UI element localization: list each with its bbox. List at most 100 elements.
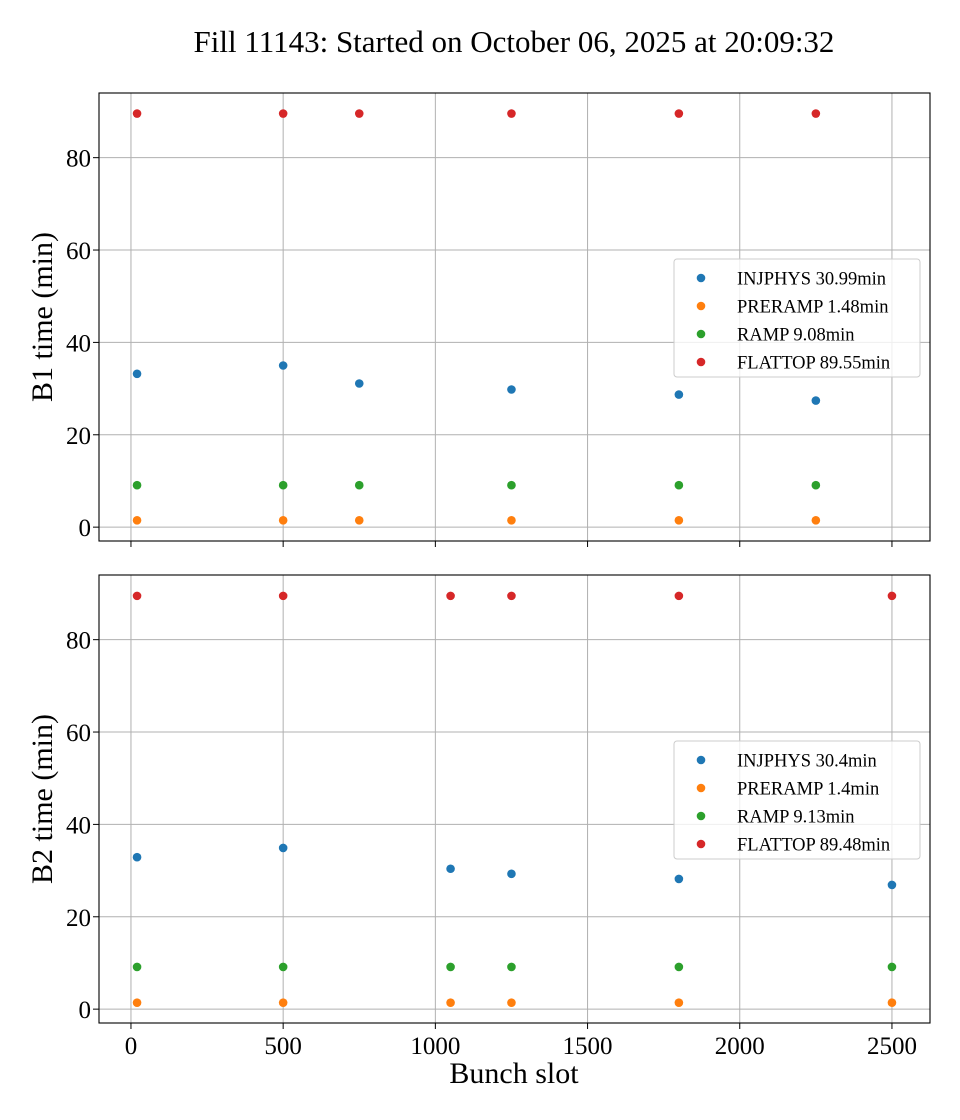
y-axis-label: B1 time (min) — [26, 232, 59, 402]
x-tick-label: 0 — [125, 1033, 138, 1060]
y-tick-label: 80 — [66, 628, 91, 655]
point-injphys — [132, 369, 142, 379]
point-preramp — [354, 516, 364, 525]
point-preramp — [507, 516, 516, 525]
point-ramp — [132, 480, 142, 490]
legend-label: FLATTOP 89.48min — [737, 836, 890, 856]
x-tick-label: 1000 — [410, 1033, 460, 1060]
legend-marker-preramp — [696, 783, 706, 793]
legend-box — [673, 740, 921, 860]
point-flattop — [278, 591, 288, 601]
x-tick-label: 2000 — [715, 1033, 765, 1060]
point-preramp — [674, 516, 684, 525]
y-tick-label: 20 — [66, 423, 91, 450]
point-preramp — [446, 998, 455, 1007]
panel-b2: 0 500 1000 1500 2000 2500 0 20 40 60 80 B2 time (mi… — [26, 574, 931, 1060]
x-axis-label: Bunch slot — [449, 1057, 579, 1090]
y-tick-label: 60 — [66, 720, 91, 747]
legend-marker-preramp — [696, 301, 706, 311]
point-ramp — [887, 962, 897, 972]
series-ramp — [132, 962, 897, 972]
series-flattop — [132, 591, 897, 601]
series-injphys — [132, 843, 897, 890]
point-ramp — [674, 480, 684, 490]
point-preramp — [278, 516, 288, 525]
legend-label: PRERAMP 1.48min — [737, 298, 888, 318]
legend-label: RAMP 9.08min — [737, 326, 855, 346]
point-injphys — [887, 880, 897, 890]
point-injphys — [278, 361, 288, 370]
point-flattop — [507, 109, 516, 118]
legend-label: INJPHYS 30.4min — [737, 752, 877, 772]
legend-marker-ramp — [696, 329, 706, 339]
point-flattop — [278, 109, 288, 118]
legend-box — [673, 258, 921, 378]
point-flattop — [446, 591, 455, 601]
panels: 0 20 40 60 80 B1 time (min) INJPHYS 30.99min PR… — [26, 92, 931, 1060]
point-preramp — [811, 516, 821, 525]
y-tick-label: 40 — [66, 812, 91, 839]
point-flattop — [132, 591, 142, 601]
legend-marker-flattop — [696, 839, 706, 849]
y-axis-label: B2 time (min) — [26, 714, 59, 884]
point-injphys — [132, 852, 142, 862]
point-preramp — [507, 998, 516, 1007]
y-tick-label: 20 — [66, 905, 91, 932]
y-tick-label: 0 — [79, 515, 92, 542]
point-ramp — [354, 480, 364, 490]
series-preramp — [132, 516, 821, 525]
point-injphys — [674, 390, 684, 399]
legend-marker-flattop — [696, 357, 706, 367]
point-injphys — [507, 385, 516, 394]
point-flattop — [132, 109, 142, 118]
legend-label: INJPHYS 30.99min — [737, 270, 886, 290]
legend-marker-injphys — [696, 273, 706, 283]
y-tick-label: 80 — [66, 146, 91, 173]
legend-label: PRERAMP 1.4min — [737, 780, 879, 800]
point-ramp — [446, 962, 455, 972]
plot-frame — [98, 574, 931, 1024]
point-preramp — [674, 998, 684, 1007]
legend-label: RAMP 9.13min — [737, 808, 855, 828]
point-injphys — [674, 874, 684, 884]
point-ramp — [674, 962, 684, 972]
point-preramp — [887, 998, 897, 1007]
point-ramp — [278, 480, 288, 490]
legend-label: FLATTOP 89.55min — [737, 354, 890, 374]
point-flattop — [811, 109, 821, 118]
x-tick-label: 500 — [264, 1033, 302, 1060]
chart-title: Fill 11143: Started on October 06, 2025 … — [194, 24, 835, 59]
point-injphys — [507, 869, 516, 879]
point-ramp — [278, 962, 288, 972]
y-tick-label: 40 — [66, 330, 91, 357]
point-flattop — [354, 109, 364, 118]
x-tick-label: 1500 — [563, 1033, 613, 1060]
point-injphys — [354, 379, 364, 388]
x-tick-label: 2500 — [867, 1033, 917, 1060]
point-flattop — [507, 591, 516, 601]
point-injphys — [446, 864, 455, 874]
point-preramp — [132, 998, 142, 1007]
legend-marker-injphys — [696, 755, 706, 765]
y-tick-label: 60 — [66, 238, 91, 265]
point-flattop — [887, 591, 897, 601]
point-injphys — [811, 396, 821, 405]
point-ramp — [132, 962, 142, 972]
point-ramp — [507, 962, 516, 972]
point-preramp — [132, 516, 142, 525]
series-preramp — [132, 998, 897, 1007]
legend: INJPHYS 30.4min PRERAMP 1.4min RAMP 9.13mi… — [673, 740, 921, 860]
panel-b1: 0 20 40 60 80 B1 time (min) INJPHYS 30.99min PR… — [26, 92, 931, 547]
point-flattop — [674, 109, 684, 118]
point-flattop — [674, 591, 684, 601]
legend-marker-ramp — [696, 811, 706, 821]
legend: INJPHYS 30.99min PRERAMP 1.48min RAMP 9.08… — [673, 258, 921, 378]
plot-frame — [98, 92, 931, 542]
series-ramp — [132, 480, 821, 490]
point-ramp — [507, 480, 516, 490]
series-injphys — [132, 361, 821, 405]
series-flattop — [132, 109, 821, 118]
point-ramp — [811, 480, 821, 490]
y-tick-label: 0 — [79, 997, 92, 1024]
